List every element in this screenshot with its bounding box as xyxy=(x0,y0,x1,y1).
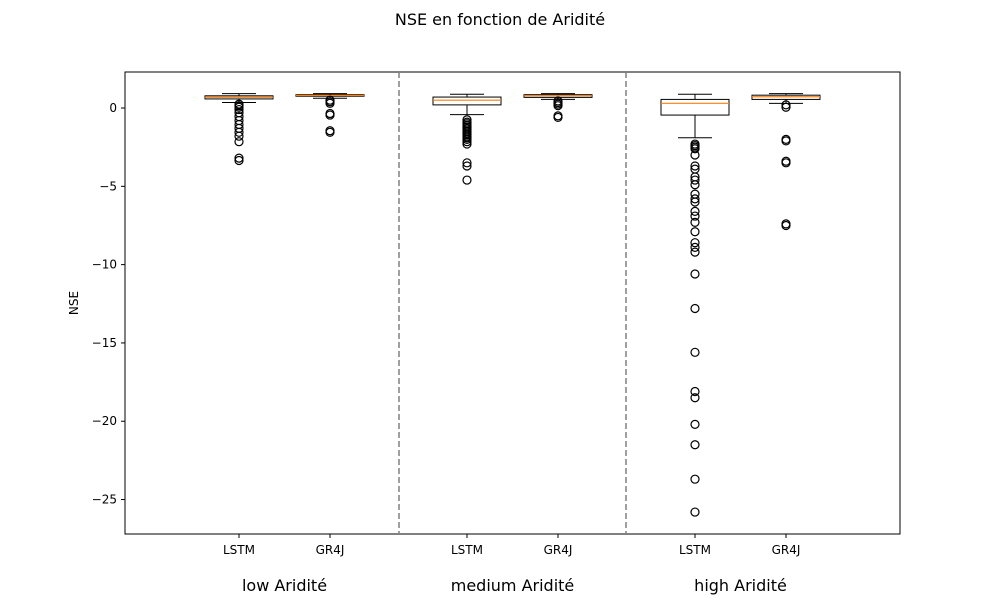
x-tick-label: LSTM xyxy=(223,543,255,557)
outlier-point xyxy=(690,161,700,171)
outlier-point xyxy=(690,247,700,257)
outlier-point xyxy=(325,127,335,137)
x-tick-label: LSTM xyxy=(451,543,483,557)
outlier-point xyxy=(462,115,472,125)
outlier-point xyxy=(462,175,472,185)
outlier-point xyxy=(690,440,700,450)
box-lstm-2 xyxy=(432,93,502,185)
outlier-point xyxy=(690,150,700,160)
group-label: medium Aridité xyxy=(451,576,575,595)
y-axis: 0 −5 −10 −15 −20 −25 xyxy=(92,101,125,507)
outlier-point xyxy=(234,153,244,163)
outlier-point xyxy=(690,227,700,237)
outlier-point xyxy=(234,137,244,147)
outlier-point xyxy=(690,242,700,253)
x-tick-label: GR4J xyxy=(316,543,345,557)
x-axis: LSTM GR4J low Aridité LSTM GR4J medium Aridit… xyxy=(223,534,800,595)
box-iqr xyxy=(432,96,502,106)
outlier-point xyxy=(462,139,472,149)
x-tick-label: LSTM xyxy=(679,543,711,557)
outlier-point xyxy=(690,175,700,185)
outlier-point xyxy=(690,211,700,221)
outlier-point xyxy=(234,104,244,115)
outlier-point xyxy=(690,507,700,517)
y-tick-label: −10 xyxy=(92,258,117,272)
group-dividers xyxy=(398,72,627,534)
outlier-point xyxy=(690,393,700,403)
outlier-point xyxy=(690,386,700,397)
box-gr4j-2 xyxy=(523,93,593,123)
outlier-point xyxy=(690,303,700,314)
outlier-point xyxy=(234,102,244,112)
box-iqr xyxy=(660,98,730,116)
outlier-point xyxy=(690,206,700,216)
outlier-point xyxy=(781,136,791,146)
y-tick-label: −5 xyxy=(99,179,117,193)
outlier-point xyxy=(690,269,700,279)
outlier-point xyxy=(553,112,563,123)
x-tick-label: GR4J xyxy=(772,543,801,557)
outlier-point xyxy=(462,137,472,147)
outlier-point xyxy=(234,155,244,166)
outlier-point xyxy=(462,161,472,171)
box-lstm-1 xyxy=(204,93,274,166)
y-tick-label: −25 xyxy=(92,493,117,507)
outlier-point xyxy=(234,127,244,137)
plot-area xyxy=(124,71,901,535)
y-tick-label: −20 xyxy=(92,414,117,428)
outlier-point xyxy=(690,197,700,207)
outlier-point xyxy=(690,217,700,227)
x-tick-label: GR4J xyxy=(544,543,573,557)
group-label: low Aridité xyxy=(242,576,327,595)
boxes-layer xyxy=(204,93,821,517)
y-axis-label: NSE xyxy=(67,291,81,315)
outlier-point xyxy=(690,419,700,429)
outlier-point xyxy=(690,347,700,357)
outlier-point xyxy=(781,102,791,112)
outlier-point xyxy=(325,98,335,108)
outlier-point xyxy=(325,110,335,120)
outlier-point xyxy=(781,220,791,231)
outlier-point xyxy=(462,158,472,168)
outlier-point xyxy=(781,158,791,168)
outlier-point xyxy=(553,101,563,111)
chart-title: NSE en fonction de Aridité xyxy=(395,10,605,29)
outlier-point xyxy=(690,194,700,204)
outlier-point xyxy=(690,189,700,199)
box-gr4j-3 xyxy=(751,93,821,231)
group-label: high Aridité xyxy=(694,576,787,595)
outlier-point xyxy=(690,144,700,154)
outlier-point xyxy=(781,100,791,110)
outlier-point xyxy=(462,134,472,144)
outlier-point xyxy=(690,180,700,190)
outlier-point xyxy=(690,474,700,484)
y-tick-label: −15 xyxy=(92,336,117,350)
outlier-point xyxy=(234,131,244,141)
box-lstm-3 xyxy=(660,93,730,517)
box-gr4j-1 xyxy=(295,93,365,137)
outlier-point xyxy=(690,238,700,248)
y-tick-label: 0 xyxy=(109,101,117,115)
